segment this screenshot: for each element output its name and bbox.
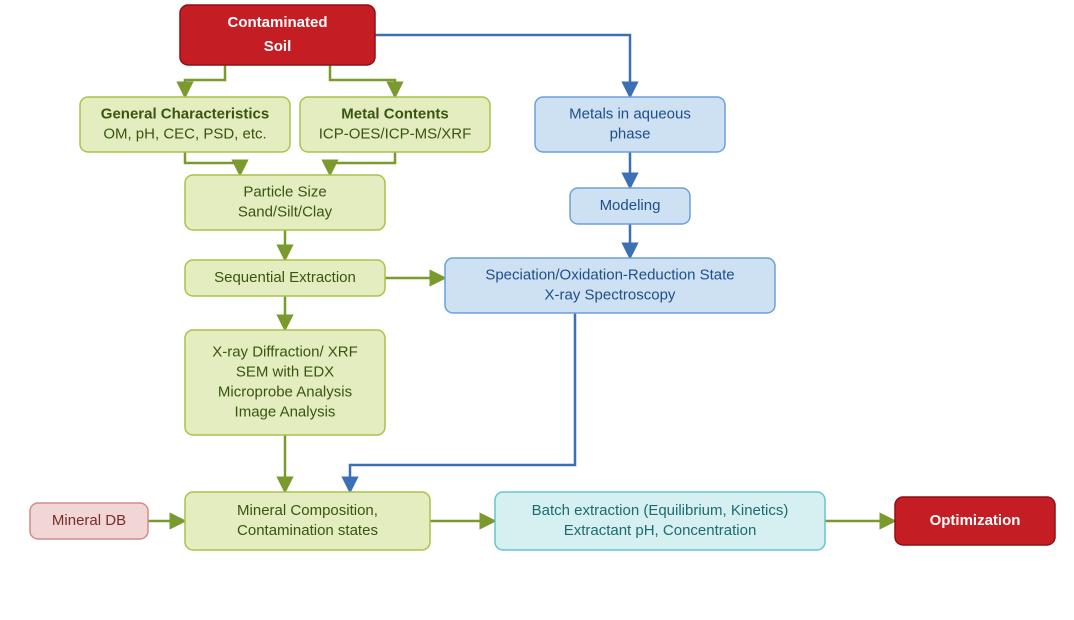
node-xrd-line3: Image Analysis: [235, 403, 336, 420]
node-sequential-line0: Sequential Extraction: [214, 269, 356, 286]
node-aqueous-line1: phase: [610, 125, 651, 142]
node-speciation: Speciation/Oxidation-Reduction State X-ra…: [445, 258, 775, 313]
node-xrd-line2: Microprobe Analysis: [218, 383, 352, 400]
node-general-title: General Characteristics: [101, 105, 269, 122]
node-particle-line1: Sand/Silt/Clay: [238, 203, 333, 220]
edge-contaminated-general: [185, 65, 225, 97]
node-general-sub: OM, pH, CEC, PSD, etc.: [103, 125, 266, 142]
node-optimization-line0: Optimization: [930, 512, 1021, 529]
node-contaminated: Contaminated Soil: [180, 5, 375, 65]
node-modeling: Modeling: [570, 188, 690, 224]
flowchart-canvas: Contaminated Soil General Characteristics O…: [0, 0, 1074, 620]
node-composition: Mineral Composition, Contamination states: [185, 492, 430, 550]
node-sequential: Sequential Extraction: [185, 260, 385, 296]
node-particle-line0: Particle Size: [243, 183, 326, 200]
node-batch-line1: Extractant pH, Concentration: [564, 522, 757, 539]
node-xrd-line0: X-ray Diffraction/ XRF: [212, 343, 358, 360]
node-metal-sub: ICP-OES/ICP-MS/XRF: [319, 125, 472, 142]
edge-general-particle: [185, 152, 240, 175]
node-modeling-line0: Modeling: [600, 197, 661, 214]
node-metal-title: Metal Contents: [341, 105, 449, 122]
node-xrd: X-ray Diffraction/ XRF SEM with EDX Microp…: [185, 330, 385, 435]
node-mineraldb-line0: Mineral DB: [52, 512, 126, 529]
node-metal: Metal Contents ICP-OES/ICP-MS/XRF: [300, 97, 490, 152]
node-composition-line0: Mineral Composition,: [237, 502, 378, 519]
node-aqueous-line0: Metals in aqueous: [569, 105, 691, 122]
node-batch: Batch extraction (Equilibrium, Kinetics)…: [495, 492, 825, 550]
node-optimization: Optimization: [895, 497, 1055, 545]
node-xrd-line1: SEM with EDX: [236, 363, 334, 380]
node-speciation-line1: X-ray Spectroscopy: [545, 286, 676, 303]
node-contaminated-line0: Contaminated: [227, 14, 327, 31]
node-composition-line1: Contamination states: [237, 522, 378, 539]
edge-contaminated-metal: [330, 65, 395, 97]
edge-metal-particle: [330, 152, 395, 175]
node-contaminated-line1: Soil: [264, 38, 292, 55]
node-aqueous: Metals in aqueous phase: [535, 97, 725, 152]
node-speciation-line0: Speciation/Oxidation-Reduction State: [485, 266, 734, 283]
node-general: General Characteristics OM, pH, CEC, PSD,…: [80, 97, 290, 152]
node-batch-line0: Batch extraction (Equilibrium, Kinetics): [532, 502, 789, 519]
node-mineraldb: Mineral DB: [30, 503, 148, 539]
edge-contaminated-aqueous: [375, 35, 630, 97]
node-particle: Particle Size Sand/Silt/Clay: [185, 175, 385, 230]
